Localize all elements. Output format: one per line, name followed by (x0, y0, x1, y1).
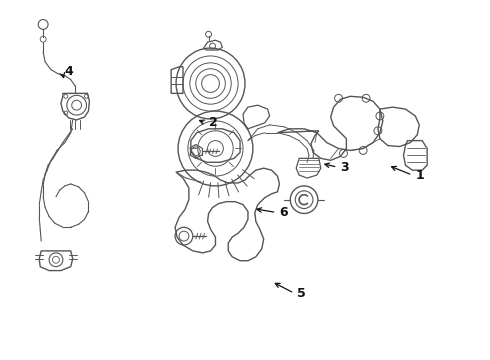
Text: 6: 6 (279, 206, 288, 219)
Text: 5: 5 (297, 287, 306, 300)
Text: 1: 1 (416, 168, 424, 181)
Text: 3: 3 (341, 161, 349, 174)
Text: 2: 2 (209, 116, 218, 129)
Text: 4: 4 (65, 65, 74, 78)
